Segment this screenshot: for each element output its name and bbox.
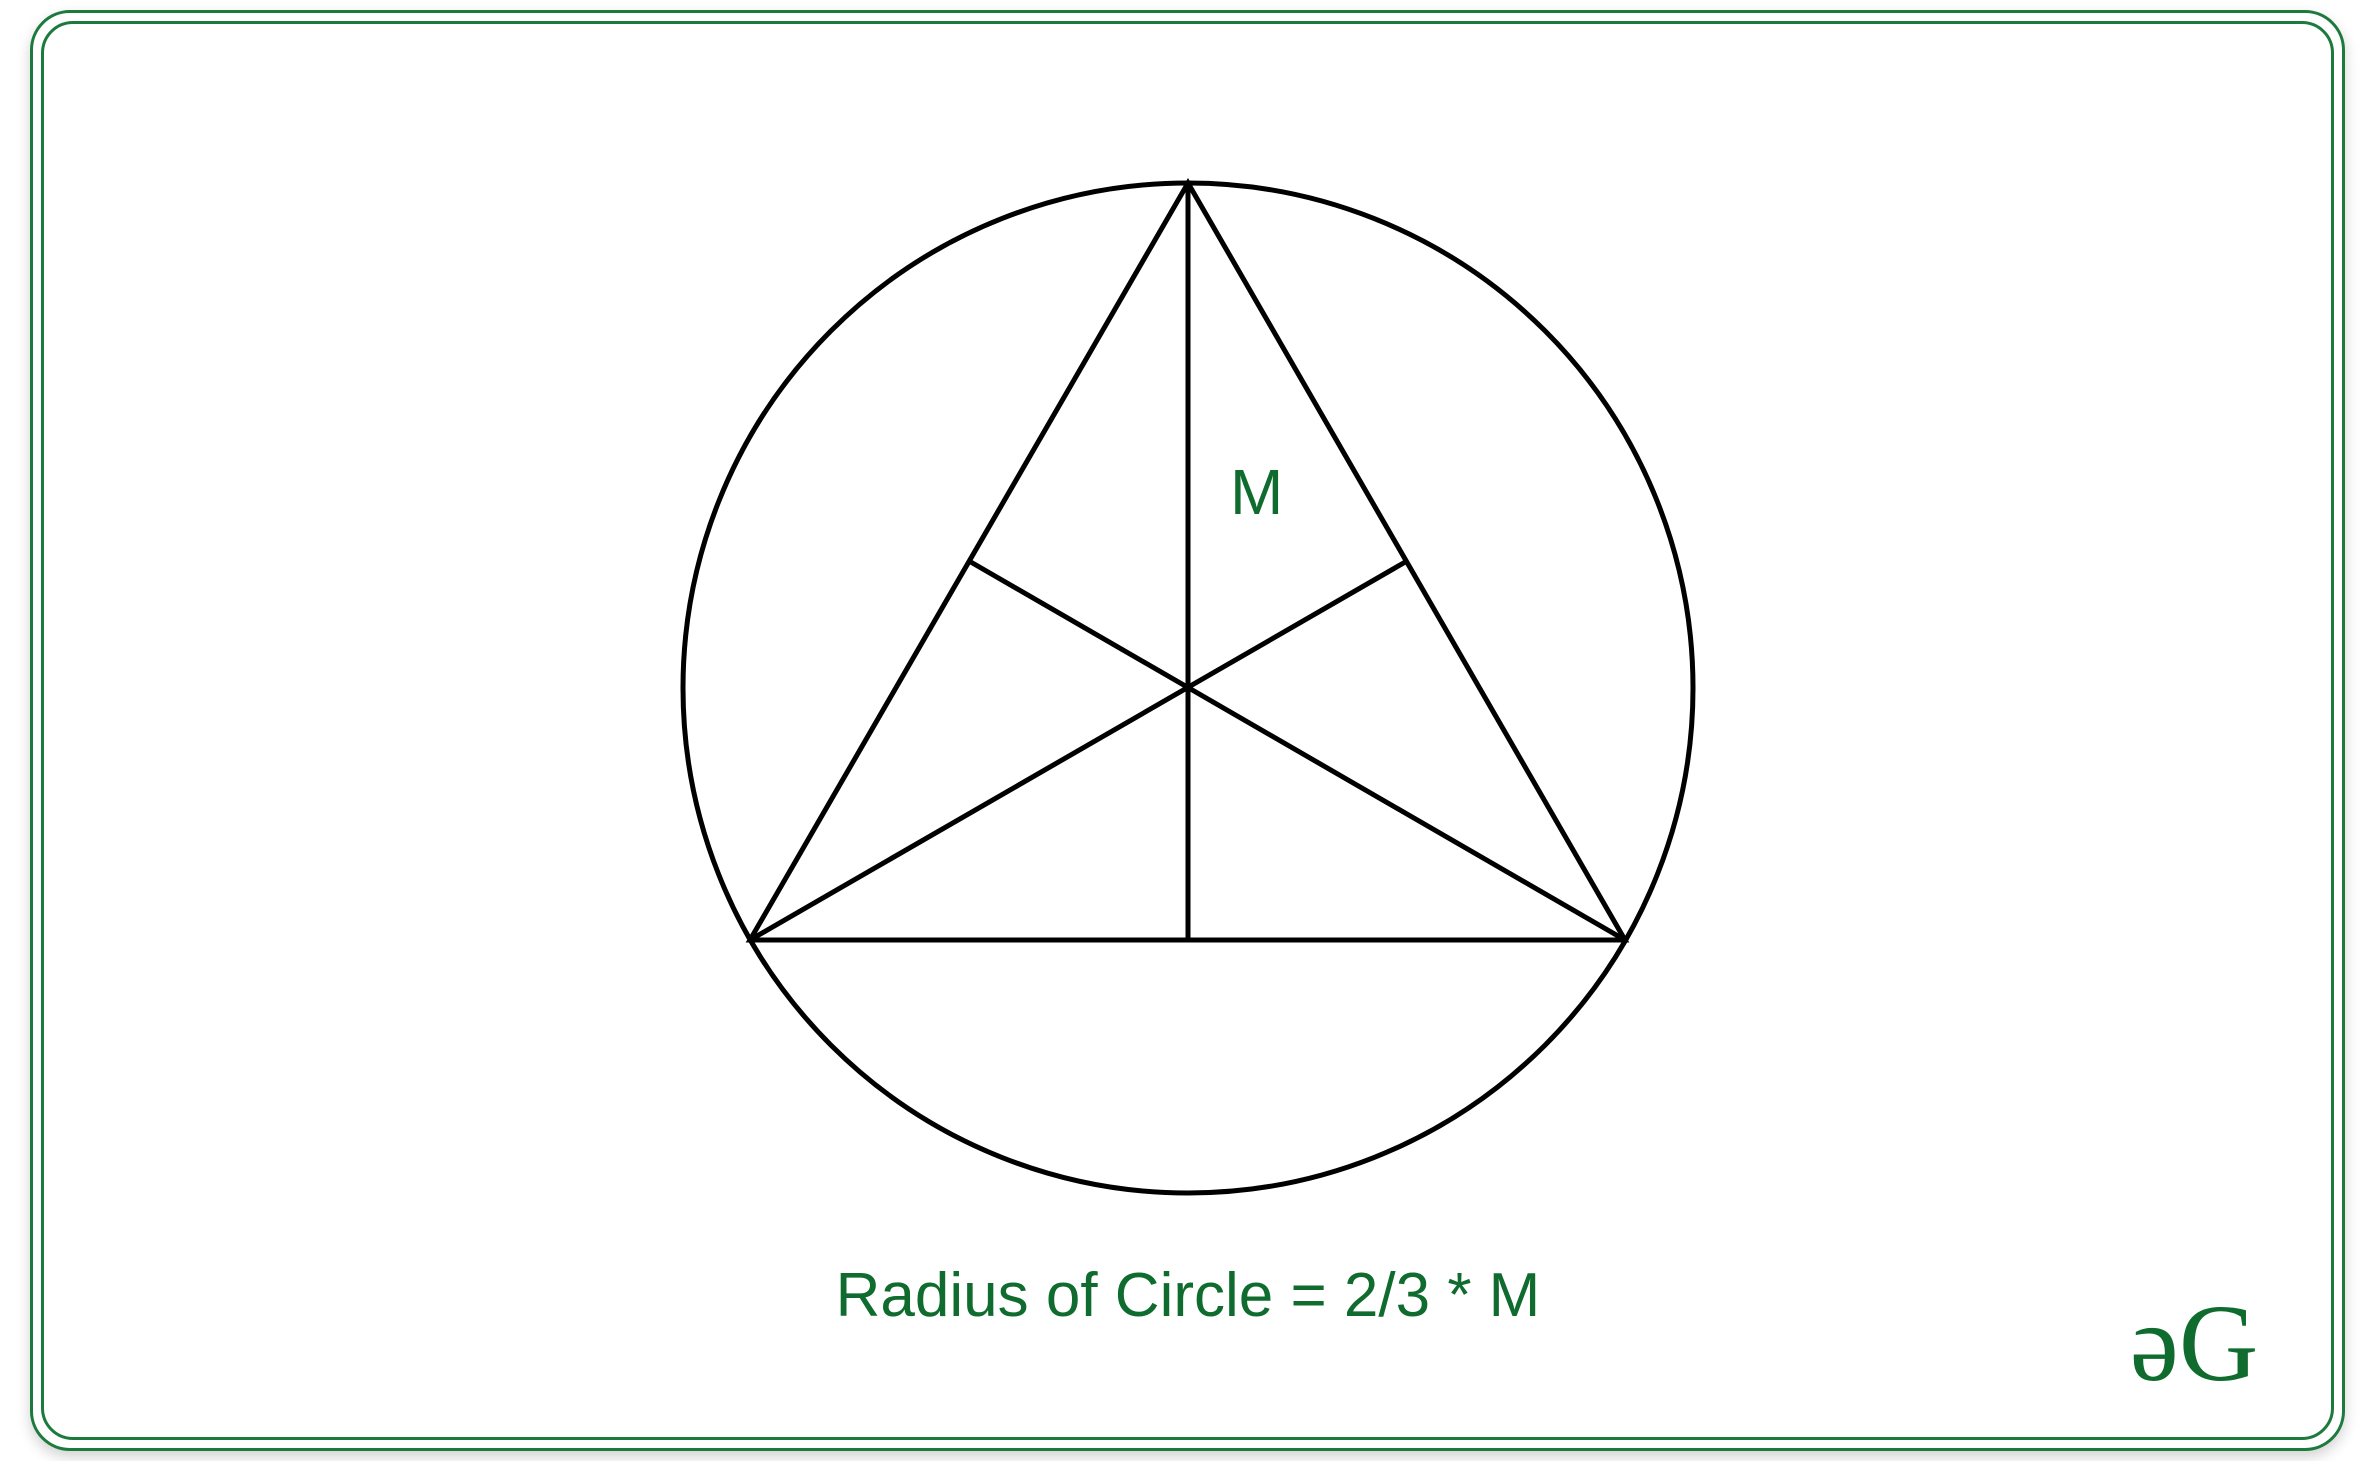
median-from-B [750, 561, 1407, 940]
median-from-C [969, 561, 1625, 940]
formula-caption: Radius of Circle = 2/3 * M [1, 1260, 2375, 1331]
median-label: M [1230, 455, 1283, 529]
geometry-diagram [0, 0, 2375, 1461]
site-logo: ǝG [2130, 1280, 2258, 1407]
